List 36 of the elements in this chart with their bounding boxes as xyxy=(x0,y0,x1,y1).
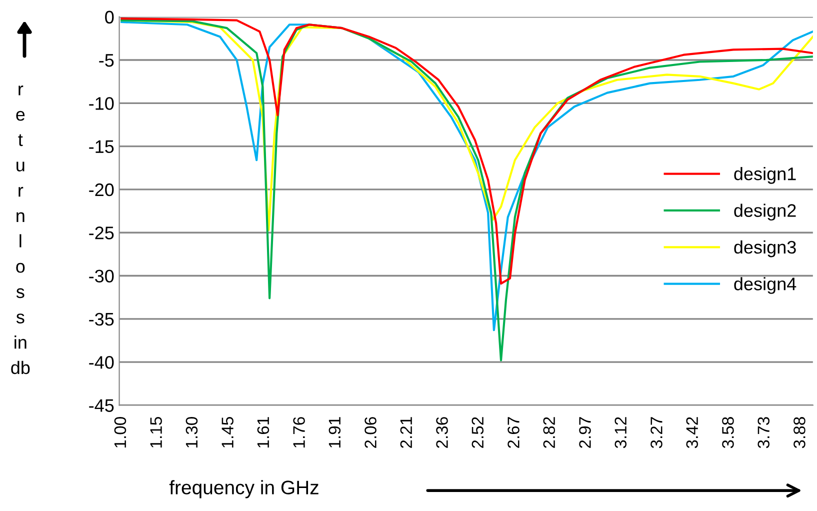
y-tick-label: -35 xyxy=(89,312,114,326)
x-tick-label: 1.15 xyxy=(150,417,162,448)
x-axis-title: frequency in GHz xyxy=(169,480,318,498)
y-tick-label: -10 xyxy=(89,97,114,110)
y-tick-label: -25 xyxy=(89,226,114,240)
y-tick-label: -20 xyxy=(89,183,114,196)
legend-label: design1 xyxy=(734,167,796,184)
legend-label: design2 xyxy=(734,204,796,221)
y-tick-label: 0 xyxy=(105,10,114,24)
x-tick-label: 2.36 xyxy=(436,417,448,448)
x-tick-label: 2.82 xyxy=(543,417,556,448)
y-tick-label: -40 xyxy=(89,356,114,369)
x-tick-label: 3.12 xyxy=(614,417,627,448)
y-tick-label: -30 xyxy=(89,270,114,282)
legend-label: design4 xyxy=(734,277,796,294)
x-tick-label: 3.58 xyxy=(722,417,734,448)
legend-label: design3 xyxy=(734,240,796,258)
x-tick-label: 1.30 xyxy=(186,416,198,448)
x-tick-label: 2.67 xyxy=(508,417,520,448)
x-tick-label: 3.42 xyxy=(686,417,698,448)
x-tick-label: 2.06 xyxy=(364,417,376,448)
x-tick-label: 1.91 xyxy=(328,417,341,448)
y-tick-label: -15 xyxy=(89,140,114,154)
x-tick-label: 1.00 xyxy=(114,416,126,448)
y-tick-label: -5 xyxy=(99,54,114,67)
y-tick-label: -45 xyxy=(89,399,114,412)
x-tick-label: 2.21 xyxy=(400,417,412,448)
x-tick-label: 3.88 xyxy=(794,417,806,448)
x-tick-label: 3.73 xyxy=(758,417,770,448)
x-tick-label: 2.52 xyxy=(472,417,484,448)
x-tick-label: 1.76 xyxy=(293,417,305,448)
x-tick-label: 1.45 xyxy=(222,417,234,448)
x-tick-label: 1.61 xyxy=(257,417,270,448)
x-tick-label: 2.97 xyxy=(579,417,591,448)
text: return loss in db xyxy=(11,86,30,374)
x-tick-label: 3.27 xyxy=(650,417,662,448)
